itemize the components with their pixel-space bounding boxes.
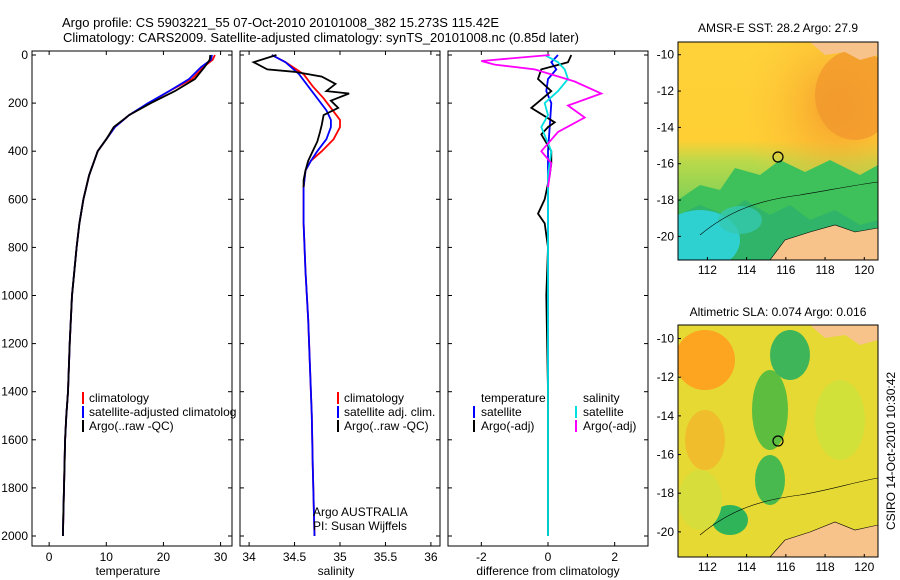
sla-map-ticks: 112 114 116 118 120 -10 -12 -14 -16 -18 -20 (657, 332, 875, 574)
map-y-tick-label: -14 (657, 120, 675, 134)
legend-label-satellite-adj: satellite adj. clim. (344, 405, 435, 419)
y-tick-label: 1000 (1, 289, 28, 303)
sla-float-marker (772, 435, 784, 447)
salinity-legend: climatology satellite adj. clim. Argo(..… (337, 391, 435, 433)
salinity-axis-ticks: 34 34.5 35 35.5 36 (240, 51, 440, 564)
y-tick-label: 1200 (1, 337, 28, 351)
x-tick-label: 34 (242, 550, 256, 564)
legend-label-climatology: climatology (344, 391, 404, 405)
map-x-tick-label: 112 (698, 560, 717, 574)
x-tick-label: 36 (424, 550, 438, 564)
series-line-satellite-adj-clim- (271, 54, 332, 537)
map-y-tick-label: -20 (657, 525, 675, 539)
difference-series (481, 54, 604, 536)
y-tick-label: 2000 (1, 529, 28, 543)
series-line-salinity-argo-adj- (481, 54, 604, 188)
map-x-tick-label: 118 (815, 263, 834, 277)
sla-map-panel: Altimetric SLA: 0.074 Argo: 0.016 112 114… (657, 305, 879, 574)
sst-map-panel: AMSR-E SST: 28.2 Argo: 27.9 112 114 116 118… (657, 21, 879, 277)
y-tick-label: 400 (8, 144, 28, 158)
temperature-axis-ticks: 0 10 20 30 (32, 51, 232, 564)
map-x-tick-label: 116 (776, 560, 795, 574)
map-x-tick-label: 118 (815, 560, 834, 574)
temperature-panel: 0 200 400 600 800 1000 1200 1400 1600 1800 2000 0 1… (1, 48, 236, 578)
salinity-panel: 34 34.5 35 35.5 36 salinity climatology sate… (239, 50, 441, 578)
sla-map-title: Altimetric SLA: 0.074 Argo: 0.016 (690, 305, 867, 319)
temperature-xlabel: temperature (96, 564, 161, 578)
sst-map-title: AMSR-E SST: 28.2 Argo: 27.9 (698, 21, 858, 35)
y-tick-label: 800 (8, 240, 28, 254)
temperature-legend: climatology satellite-adjusted climatolo… (82, 391, 236, 433)
legend-label-sal-satellite: satellite (583, 405, 624, 419)
salinity-series (251, 54, 350, 537)
map-y-tick-label: -18 (657, 486, 675, 500)
sst-float-marker (772, 151, 784, 163)
y-tick-label: 0 (21, 48, 28, 62)
x-tick-label: 34.5 (283, 550, 307, 564)
legend-label-satellite-adjusted: satellite-adjusted climatolog (89, 405, 236, 419)
annotation-argo-australia: Argo AUSTRALIA (313, 505, 408, 519)
y-tick-label: 1400 (1, 385, 28, 399)
sst-map-ticks: 112 114 116 118 120 -10 -12 -14 -16 -18 -20 (657, 48, 875, 277)
header-title-line1: Argo profile: CS 5903221_55 07-Oct-2010 … (62, 15, 499, 30)
x-tick-label: 20 (157, 550, 171, 564)
x-tick-label: 30 (214, 550, 228, 564)
salinity-xlabel: salinity (318, 564, 355, 578)
temperature-axes-box (31, 50, 233, 547)
x-tick-label: 2 (611, 550, 618, 564)
x-tick-label: 35.5 (374, 550, 398, 564)
depth-axis-ticks: 0 200 400 600 800 1000 1200 1400 1600 1800 2000 (1, 48, 28, 543)
map-y-tick-label: -16 (657, 448, 675, 462)
difference-legend: temperature salinity satellite Argo(-adj… (473, 391, 636, 433)
map-x-tick-label: 120 (854, 560, 874, 574)
difference-panel: -2 0 2 difference from climatology tempera… (447, 50, 649, 578)
map-x-tick-label: 116 (776, 263, 795, 277)
map-x-tick-label: 114 (737, 263, 756, 277)
map-y-tick-label: -16 (657, 157, 675, 171)
annotation-pi-name: PI: Susan Wijffels (313, 519, 407, 533)
map-y-tick-label: -10 (657, 332, 675, 346)
map-y-tick-label: -18 (657, 193, 675, 207)
x-tick-label: -2 (476, 550, 487, 564)
y-tick-label: 1800 (1, 481, 28, 495)
csiro-timestamp: CSIRO 14-Oct-2010 10:30:42 (884, 372, 898, 530)
sla-map-frame (677, 324, 879, 558)
sst-map-field (678, 42, 878, 260)
difference-xlabel: difference from climatology (476, 564, 619, 578)
series-line-salinity-satellite (540, 54, 570, 536)
legend-label-sal-argo: Argo(-adj) (583, 419, 636, 433)
x-tick-label: 35 (333, 550, 347, 564)
x-tick-label: 10 (100, 550, 114, 564)
legend-label-temp-argo: Argo(-adj) (481, 419, 534, 433)
map-x-tick-label: 120 (854, 263, 874, 277)
difference-axis-ticks: -2 0 2 (448, 51, 648, 564)
map-y-tick-label: -20 (657, 229, 675, 243)
map-y-tick-label: -12 (657, 84, 675, 98)
y-tick-label: 1600 (1, 433, 28, 447)
map-x-tick-label: 114 (737, 560, 756, 574)
map-y-tick-label: -14 (657, 409, 675, 423)
sst-map-frame (677, 41, 879, 261)
x-tick-label: 0 (545, 550, 552, 564)
series-line-argo-raw-qc- (251, 54, 350, 188)
y-tick-label: 200 (8, 96, 28, 110)
map-y-tick-label: -12 (657, 370, 675, 384)
legend-header-salinity: salinity (583, 391, 620, 405)
legend-label-argo-raw: Argo(..raw -QC) (344, 419, 429, 433)
legend-label-climatology: climatology (89, 391, 149, 405)
legend-label-temp-satellite: satellite (481, 405, 522, 419)
temperature-series (62, 54, 216, 537)
y-tick-label: 600 (8, 192, 28, 206)
map-y-tick-label: -10 (657, 48, 675, 62)
legend-header-temperature: temperature (481, 391, 546, 405)
map-x-tick-label: 112 (698, 263, 717, 277)
legend-label-argo-raw: Argo(..raw -QC) (89, 419, 174, 433)
x-tick-label: 0 (46, 550, 53, 564)
series-line-argo-raw-qc- (62, 54, 212, 537)
header-title-line2: Climatology: CARS2009. Satellite-adjuste… (63, 30, 579, 45)
sla-map-field (678, 325, 878, 557)
